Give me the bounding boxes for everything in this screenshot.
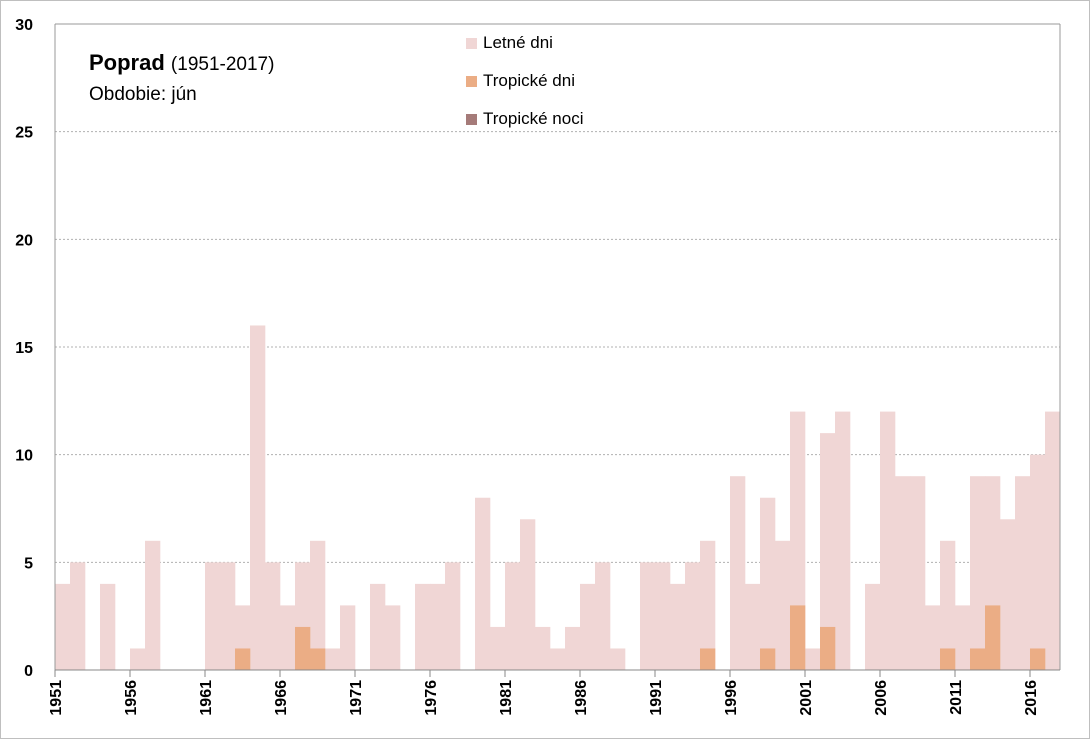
bar-1994-1 — [700, 648, 716, 670]
bar-2017-0 — [1045, 411, 1061, 670]
x-tick-label: 1986 — [573, 680, 590, 716]
bar-2002-1 — [820, 626, 836, 670]
bar-2007-0 — [895, 476, 911, 670]
bar-1981-0 — [505, 562, 521, 670]
bar-1956-0 — [130, 648, 146, 670]
bar-2016-1 — [1030, 648, 1046, 670]
bar-1951-0 — [55, 583, 71, 670]
bar-2001-0 — [805, 648, 821, 670]
bar-1962-0 — [220, 562, 236, 670]
bar-1977-0 — [445, 562, 461, 670]
bar-2014-0 — [1000, 519, 1016, 670]
y-tick-label: 30 — [15, 17, 33, 34]
bar-2013-1 — [985, 605, 1001, 670]
bar-1990-0 — [640, 562, 656, 670]
bar-1967-1 — [295, 626, 311, 670]
bar-2002-0 — [820, 433, 836, 670]
bar-1957-0 — [145, 540, 161, 670]
x-tick-label: 2001 — [798, 680, 815, 716]
y-tick-label: 5 — [24, 555, 33, 572]
bar-1972-0 — [370, 583, 386, 670]
title-station: Poprad — [89, 50, 165, 75]
y-tick-label: 20 — [15, 232, 33, 249]
bar-1987-0 — [595, 562, 611, 670]
bar-2009-0 — [925, 605, 941, 670]
bar-1996-0 — [730, 476, 746, 670]
x-tick-label: 1951 — [48, 680, 65, 716]
bar-1952-0 — [70, 562, 86, 670]
bar-2005-0 — [865, 583, 881, 670]
legend-item-tropicke-noci: Tropické noci — [466, 109, 583, 129]
bar-1991-0 — [655, 562, 671, 670]
bar-1984-0 — [550, 648, 566, 670]
bar-1961-0 — [205, 562, 221, 670]
bar-1968-0 — [310, 540, 326, 670]
bar-1998-1 — [760, 648, 776, 670]
bar-2010-1 — [940, 648, 956, 670]
bar-1980-0 — [490, 626, 506, 670]
x-tick-label: 1976 — [423, 680, 440, 716]
x-tick-label: 1981 — [498, 680, 515, 716]
x-tick-label: 1991 — [648, 680, 665, 716]
x-tick-label: 1971 — [348, 680, 365, 716]
bar-1966-0 — [280, 605, 296, 670]
bar-1969-0 — [325, 648, 341, 670]
legend-label: Tropické dni — [483, 71, 575, 90]
legend-label: Letné dni — [483, 33, 553, 52]
bar-1998-0 — [760, 497, 776, 670]
legend-item-tropicke-dni: Tropické dni — [466, 71, 575, 91]
bar-2010-0 — [940, 540, 956, 670]
bar-1970-0 — [340, 605, 356, 670]
bar-1976-0 — [430, 583, 446, 670]
legend-swatch — [466, 37, 477, 49]
bar-1994-0 — [700, 540, 716, 670]
bar-2003-0 — [835, 411, 851, 670]
title-range: (1951-2017) — [170, 54, 275, 75]
x-tick-label: 2006 — [873, 680, 890, 716]
bar-2015-0 — [1015, 476, 1031, 670]
x-tick-label: 1961 — [198, 680, 215, 716]
legend-swatch — [466, 113, 477, 125]
x-tick-label: 1996 — [723, 680, 740, 716]
bar-1992-0 — [670, 583, 686, 670]
bar-2011-0 — [955, 605, 971, 670]
bar-1993-0 — [685, 562, 701, 670]
bar-1986-0 — [580, 583, 596, 670]
x-tick-label: 1966 — [273, 680, 290, 716]
y-tick-label: 10 — [15, 448, 33, 465]
chart-title: Poprad (1951-2017) — [89, 50, 274, 76]
bar-1988-0 — [610, 648, 626, 670]
bar-1985-0 — [565, 626, 581, 670]
y-tick-label: 15 — [15, 340, 33, 357]
legend-swatch — [466, 75, 477, 87]
bar-1968-1 — [310, 648, 326, 670]
x-tick-label: 1956 — [123, 680, 140, 716]
bar-1964-0 — [250, 325, 266, 670]
bar-1997-0 — [745, 583, 761, 670]
bar-2016-0 — [1030, 454, 1046, 670]
y-tick-label: 25 — [15, 125, 33, 142]
legend-item-letne-dni: Letné dni — [466, 33, 553, 53]
bar-1963-1 — [235, 648, 251, 670]
bar-2006-0 — [880, 411, 896, 670]
bar-1975-0 — [415, 583, 431, 670]
bar-2012-1 — [970, 648, 986, 670]
bar-1982-0 — [520, 519, 536, 670]
bar-1965-0 — [265, 562, 281, 670]
bar-2008-0 — [910, 476, 926, 670]
legend-label: Tropické noci — [483, 109, 584, 128]
y-tick-label: 0 — [24, 663, 33, 680]
bar-2000-1 — [790, 605, 806, 670]
chart-subtitle: Obdobie: jún — [89, 84, 197, 105]
bar-2012-0 — [970, 476, 986, 670]
bar-1979-0 — [475, 497, 491, 670]
bar-1973-0 — [385, 605, 401, 670]
x-tick-label: 2016 — [1023, 680, 1040, 716]
x-tick-label: 2011 — [948, 680, 965, 715]
bar-1999-0 — [775, 540, 791, 670]
bar-1983-0 — [535, 626, 551, 670]
bar-1954-0 — [100, 583, 116, 670]
